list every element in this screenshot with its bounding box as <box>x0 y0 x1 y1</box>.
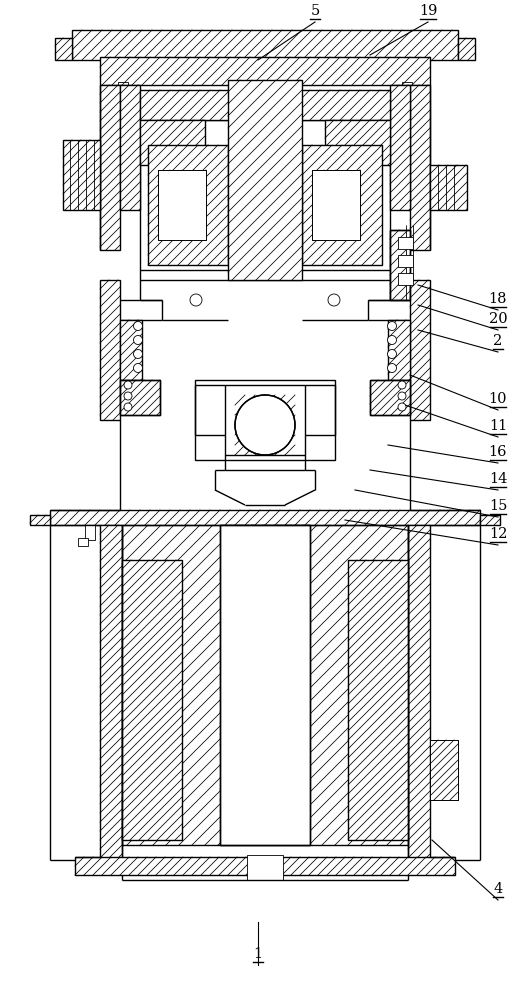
Bar <box>247 855 283 880</box>
Bar <box>100 280 120 420</box>
Bar <box>228 80 302 280</box>
Bar <box>63 140 100 210</box>
Bar <box>75 857 455 875</box>
Bar <box>140 90 390 120</box>
Text: 14: 14 <box>489 472 507 486</box>
Bar <box>302 145 382 265</box>
Bar <box>398 255 413 267</box>
Bar <box>458 38 475 60</box>
Circle shape <box>190 294 202 306</box>
Bar <box>30 515 50 525</box>
Circle shape <box>134 350 143 359</box>
Circle shape <box>134 363 143 372</box>
Circle shape <box>398 392 406 400</box>
Bar <box>390 85 410 210</box>
Bar <box>158 170 206 240</box>
Text: 20: 20 <box>489 312 507 326</box>
Bar <box>100 525 122 860</box>
Bar <box>118 82 128 87</box>
Bar <box>140 120 205 165</box>
Polygon shape <box>235 395 295 455</box>
Bar <box>325 120 390 165</box>
Bar <box>100 85 120 250</box>
Bar <box>85 525 95 540</box>
Bar <box>390 230 410 300</box>
Text: 5: 5 <box>311 4 320 18</box>
Circle shape <box>134 322 143 330</box>
Text: 2: 2 <box>493 334 502 348</box>
Circle shape <box>134 336 143 344</box>
Bar <box>220 525 310 845</box>
Bar <box>312 170 360 240</box>
Bar <box>122 525 408 845</box>
Text: 1: 1 <box>253 947 262 961</box>
Bar <box>410 280 430 420</box>
Bar <box>430 740 458 800</box>
Bar <box>402 82 412 87</box>
Bar <box>312 170 360 240</box>
Bar <box>225 385 305 455</box>
Circle shape <box>387 350 396 359</box>
Circle shape <box>124 392 132 400</box>
Circle shape <box>124 381 132 389</box>
Text: 16: 16 <box>489 445 507 459</box>
Circle shape <box>124 403 132 411</box>
Bar <box>195 380 335 460</box>
Bar <box>410 85 430 250</box>
Text: 11: 11 <box>489 419 507 433</box>
Bar <box>148 145 228 265</box>
Bar <box>120 85 140 210</box>
Bar <box>220 525 310 845</box>
Bar <box>398 237 413 249</box>
Bar <box>72 30 458 60</box>
Bar <box>388 320 410 380</box>
Bar <box>408 525 430 860</box>
Bar <box>100 57 430 85</box>
Bar <box>430 740 458 800</box>
Bar <box>78 538 88 546</box>
Bar <box>158 170 206 240</box>
Circle shape <box>387 363 396 372</box>
Bar <box>398 273 413 285</box>
Bar <box>120 380 160 415</box>
Text: 12: 12 <box>489 527 507 541</box>
Bar <box>50 510 480 525</box>
Bar <box>370 380 410 415</box>
Text: 15: 15 <box>489 499 507 513</box>
Bar <box>122 560 182 840</box>
Text: 10: 10 <box>489 392 507 406</box>
Bar <box>55 38 72 60</box>
Bar <box>370 380 410 415</box>
Bar <box>120 320 142 380</box>
Bar <box>348 560 408 840</box>
Circle shape <box>328 294 340 306</box>
Bar <box>430 165 467 210</box>
Text: 4: 4 <box>493 882 502 896</box>
Circle shape <box>387 336 396 344</box>
Circle shape <box>398 381 406 389</box>
Text: 18: 18 <box>489 292 507 306</box>
Bar <box>140 120 390 280</box>
Bar <box>390 230 410 300</box>
Bar <box>120 380 160 415</box>
Text: 19: 19 <box>419 4 437 18</box>
Circle shape <box>398 403 406 411</box>
Bar <box>480 515 500 525</box>
Circle shape <box>387 322 396 330</box>
